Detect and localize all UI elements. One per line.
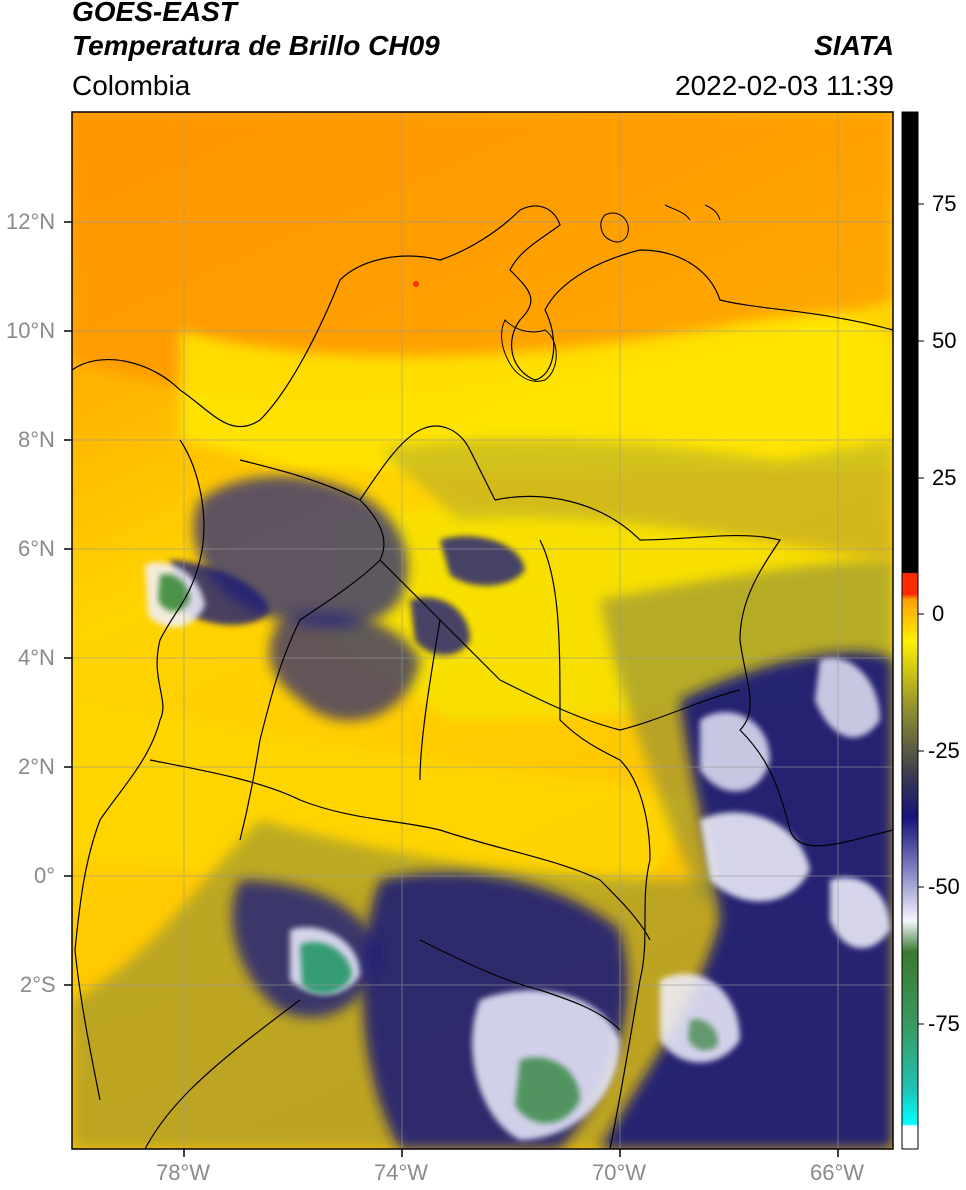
map-gridlines (72, 112, 893, 1149)
colorbar-label-25: 25 (932, 465, 957, 490)
colorbar-ticks (918, 203, 924, 1025)
colorbar-label-neg50: -50 (928, 874, 960, 899)
region-name: Colombia (72, 70, 191, 101)
colorbar-label-75: 75 (932, 191, 957, 216)
product-title: Temperatura de Brillo CH09 (72, 30, 440, 61)
colorbar (901, 111, 919, 1150)
lat-tick-12n: 12°N (6, 209, 56, 234)
lon-tick-74w: 74°W (374, 1160, 429, 1185)
lon-tick-78w: 78°W (156, 1160, 211, 1185)
colorbar-label-50: 50 (932, 328, 957, 353)
lon-tick-70w: 70°W (592, 1160, 647, 1185)
lat-tick-2s: 2°S (20, 972, 56, 997)
lon-tick-66w: 66°W (810, 1160, 865, 1185)
axis-ticks (64, 221, 839, 1157)
lat-tick-6n: 6°N (18, 536, 55, 561)
colorbar-label-neg25: -25 (928, 738, 960, 763)
colorbar-label-0: 0 (932, 601, 945, 626)
satellite-name: GOES-EAST (72, 0, 237, 27)
lat-tick-2n: 2°N (18, 754, 55, 779)
datetime-label: 2022-02-03 11:39 (675, 70, 894, 101)
islands (501, 204, 721, 382)
cloud-field (72, 112, 893, 1149)
institution-name: SIATA (814, 30, 894, 61)
lat-tick-4n: 4°N (18, 645, 55, 670)
lat-tick-8n: 8°N (18, 427, 55, 452)
colorbar-label-neg75: -75 (928, 1011, 960, 1036)
lat-tick-10n: 10°N (6, 318, 56, 343)
map-frame (71, 111, 894, 1150)
coastlines-borders (72, 205, 893, 1149)
lat-tick-0: 0° (34, 863, 56, 888)
